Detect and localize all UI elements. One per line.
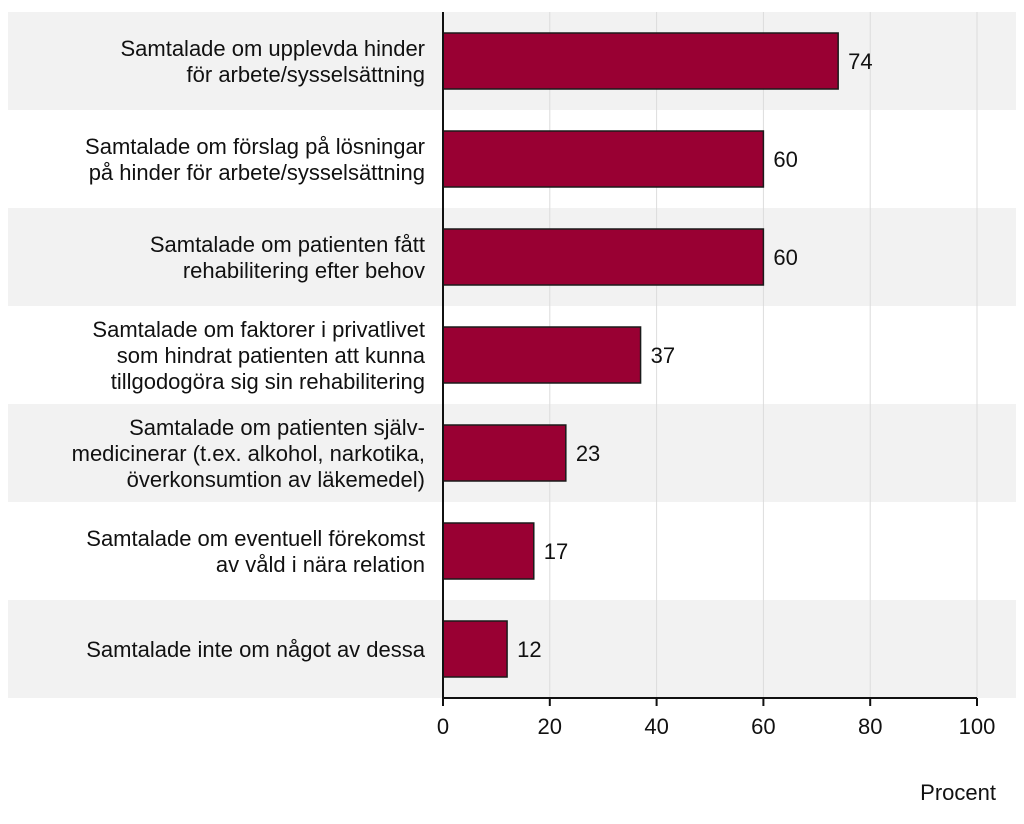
data-label: 12	[517, 637, 541, 662]
data-label: 60	[773, 245, 797, 270]
x-tick-label: 40	[644, 714, 668, 739]
category-label: Samtalade om förslag på lösningar på hind…	[85, 134, 425, 185]
x-tick-label: 60	[751, 714, 775, 739]
bar	[442, 32, 839, 90]
x-tick-label: 0	[437, 714, 449, 739]
data-label: 37	[651, 343, 675, 368]
bar	[442, 130, 765, 188]
row-band	[8, 600, 1016, 698]
bar	[442, 522, 535, 580]
category-label: Samtalade om faktorer i privatlivet som h…	[92, 317, 425, 394]
bar	[442, 326, 642, 384]
data-label: 23	[576, 441, 600, 466]
data-label: 74	[848, 49, 872, 74]
category-label: Samtalade inte om något av dessa	[86, 637, 426, 662]
x-axis-ticks: 0 20 40 60 80 100	[437, 698, 995, 739]
value-labels: 74 60 60 37 23 17 12	[517, 49, 873, 662]
bar	[442, 424, 567, 482]
category-labels: Samtalade om upplevda hinder för arbete/s…	[72, 36, 426, 662]
bars	[442, 32, 839, 678]
category-label: Samtalade om upplevda hinder för arbete/s…	[120, 36, 425, 87]
category-label: Samtalade om eventuell förekomst av våld …	[86, 526, 425, 577]
x-axis-title: Procent	[920, 780, 996, 805]
bar	[442, 228, 765, 286]
bar	[442, 620, 508, 678]
x-tick-label: 80	[858, 714, 882, 739]
data-label: 17	[544, 539, 568, 564]
x-tick-label: 20	[538, 714, 562, 739]
category-label: Samtalade om patienten själv-medicinerar…	[72, 415, 425, 492]
category-label: Samtalade om patienten fått rehabiliterin…	[150, 232, 425, 283]
axes	[442, 12, 977, 706]
x-tick-label: 100	[959, 714, 996, 739]
data-label: 60	[773, 147, 797, 172]
